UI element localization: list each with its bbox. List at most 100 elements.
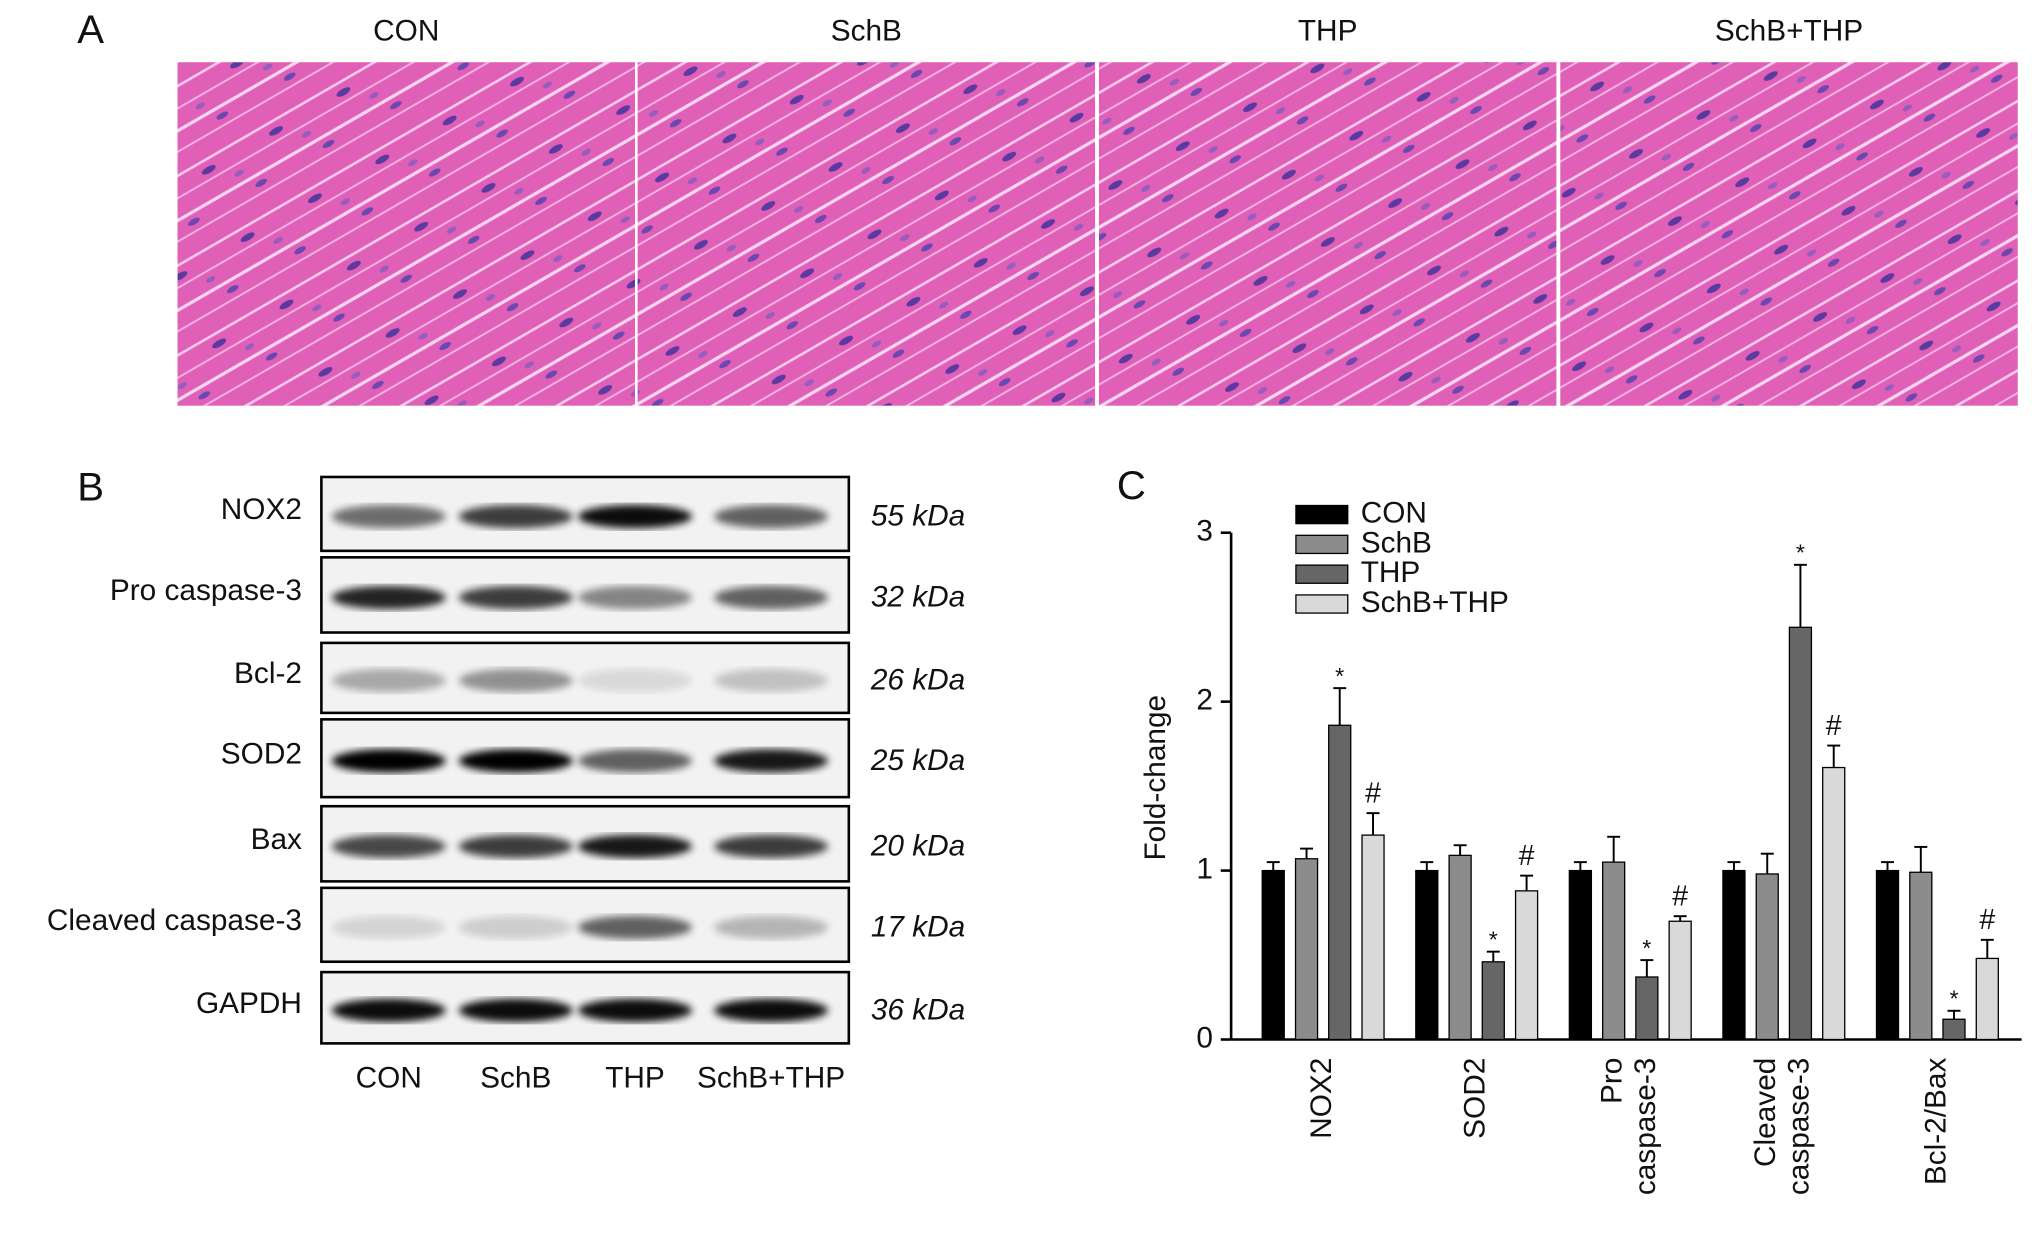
significance-marker: *: [1335, 663, 1344, 689]
blot-band: [458, 749, 573, 773]
legend-label: SchB+THP: [1361, 586, 1509, 619]
blot-band: [458, 585, 573, 610]
blot-band: [331, 834, 446, 859]
y-tick-label: 2: [1196, 684, 1213, 717]
blot-band: [714, 585, 829, 610]
lane-label: SchB: [480, 1062, 551, 1095]
bar: [1635, 976, 1659, 1041]
histology-panel: CON SchB THP SchB+THP: [177, 14, 2018, 406]
x-tick-label: Cleavedcaspase-3: [1749, 1058, 1816, 1195]
x-tick-label: Bcl-2/Bax: [1919, 1058, 1952, 1186]
legend-swatch: [1295, 594, 1349, 614]
blot-band: [577, 668, 693, 693]
blot-band: [714, 834, 829, 859]
y-tick-label: 3: [1196, 515, 1213, 548]
bar: [1788, 626, 1813, 1041]
blot-band: [458, 998, 573, 1023]
panel-label: B: [77, 465, 104, 510]
blot-band: [577, 585, 693, 610]
protein-label: GAPDH: [196, 987, 302, 1020]
panel-label: A: [77, 7, 104, 52]
blot-band: [458, 915, 573, 940]
legend-swatch: [1295, 504, 1349, 525]
blot-band: [577, 915, 693, 940]
blot-band: [331, 585, 446, 610]
significance-marker: *: [1489, 926, 1498, 952]
legend-label: CON: [1361, 496, 1427, 529]
legend-swatch: [1295, 564, 1349, 584]
x-tick-label: Procaspase-3: [1595, 1058, 1662, 1195]
molecular-weight: 36 kDa: [871, 994, 965, 1027]
protein-label: Bcl-2: [234, 657, 302, 690]
legend-label: THP: [1361, 556, 1421, 589]
blot-band: [714, 504, 829, 529]
protein-label: Cleaved caspase-3: [47, 904, 302, 937]
blot-band: [331, 998, 446, 1023]
bar: [1361, 834, 1385, 1041]
group-title: SchB+THP: [1715, 14, 1863, 47]
bar: [1722, 869, 1746, 1041]
molecular-weight: 26 kDa: [870, 664, 965, 697]
blot-band: [458, 834, 573, 859]
bar: [1261, 869, 1285, 1041]
blot-band: [331, 915, 446, 940]
molecular-weight: 20 kDa: [870, 830, 965, 863]
bar: [1514, 890, 1539, 1041]
y-axis-title: Fold-change: [1139, 695, 1172, 861]
protein-label: SOD2: [221, 738, 302, 771]
significance-marker: #: [1672, 881, 1688, 913]
blot-band: [331, 504, 446, 529]
group-title: SchB: [831, 14, 902, 47]
significance-marker: #: [1826, 710, 1842, 742]
blot-band: [714, 668, 829, 693]
histology-image: [1560, 62, 2018, 406]
group-title: CON: [373, 14, 439, 47]
molecular-weight: 55 kDa: [871, 500, 965, 533]
bar: [1568, 869, 1593, 1041]
molecular-weight: 32 kDa: [871, 581, 965, 614]
bar: [1602, 861, 1626, 1041]
significance-marker: #: [1365, 778, 1381, 810]
y-tick-label: 0: [1196, 1021, 1213, 1054]
x-tick-label-line: Cleaved: [1749, 1058, 1782, 1167]
protein-label: NOX2: [221, 493, 302, 526]
bar: [1481, 961, 1505, 1041]
legend-swatch: [1295, 534, 1349, 555]
bar: [1942, 1018, 1966, 1041]
x-tick-label-line: caspase-3: [1783, 1058, 1816, 1195]
significance-marker: *: [1949, 986, 1958, 1012]
significance-marker: *: [1796, 540, 1805, 566]
bar: [1755, 873, 1779, 1041]
blot-band: [458, 668, 573, 693]
blot-band: [331, 749, 446, 773]
histology-image: [1098, 62, 1557, 406]
x-tick-label-line: Pro: [1595, 1058, 1628, 1104]
panel-label: C: [1117, 463, 1146, 508]
group-title: THP: [1298, 14, 1358, 47]
bar: [1328, 724, 1352, 1041]
bar: [1909, 871, 1933, 1041]
western-blot-panel: NOX2 55 kDa Pro caspase-3 32 kDa Bcl-2 26 kDa…: [47, 475, 965, 1095]
blot-band: [714, 915, 829, 940]
blot-band: [331, 668, 446, 693]
blot-band: [577, 834, 693, 859]
lane-label: SchB+THP: [697, 1062, 845, 1095]
blot-band: [577, 504, 693, 529]
bar: [1668, 920, 1692, 1041]
bar: [1875, 869, 1900, 1041]
blot-band: [714, 749, 829, 773]
blot-band: [577, 749, 693, 773]
x-tick-label: NOX2: [1305, 1058, 1338, 1139]
histology-image: [177, 62, 635, 406]
blot-band: [577, 998, 693, 1023]
protein-label: Bax: [251, 823, 302, 856]
lane-label: THP: [605, 1062, 665, 1095]
x-tick-label: SOD2: [1459, 1058, 1492, 1139]
significance-marker: #: [1519, 840, 1535, 872]
lane-label: CON: [356, 1062, 422, 1095]
molecular-weight: 17 kDa: [871, 911, 965, 944]
histology-image: [637, 62, 1096, 406]
legend-label: SchB: [1361, 526, 1432, 559]
